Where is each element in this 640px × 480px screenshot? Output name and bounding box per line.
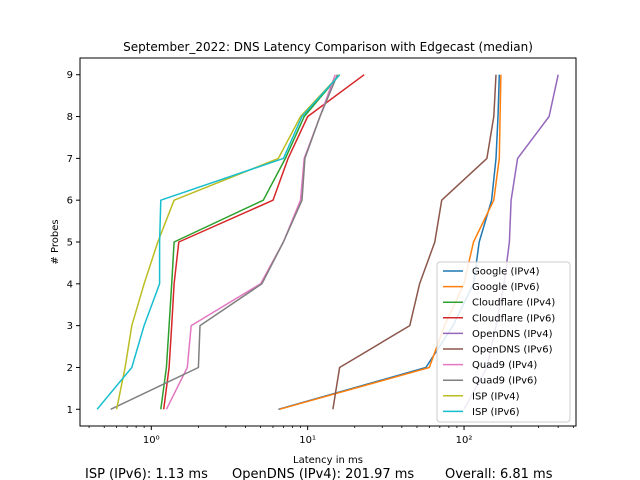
legend-entry: ISP (IPv4) [472, 391, 520, 402]
legend-entry: Cloudflare (IPv4) [472, 298, 555, 309]
y-tick-label: 9 [67, 70, 73, 81]
x-tick-label: 10² [456, 435, 473, 446]
y-tick-label: 6 [67, 196, 73, 207]
y-tick-label: 1 [67, 405, 73, 416]
footer-overall: Overall: 6.81 ms [445, 467, 553, 480]
x-axis: 10⁰ 10¹ 10² [88, 426, 574, 446]
legend-entry: OpenDNS (IPv4) [472, 329, 553, 340]
y-tick-label: 7 [67, 154, 73, 165]
footer-opendns: OpenDNS (IPv4): 201.97 ms [232, 467, 414, 480]
legend-entry: Cloudflare (IPv6) [472, 313, 555, 324]
series-line-cloudflare-ipv4 [160, 74, 341, 410]
y-tick-label: 8 [67, 112, 73, 123]
series-line-isp-ipv4 [115, 74, 341, 410]
legend-entry: Google (IPv4) [472, 267, 540, 278]
x-tick-label: 10⁰ [143, 435, 160, 446]
series-line-quad9-ipv6 [110, 74, 339, 410]
legend-entry: ISP (IPv6) [472, 407, 520, 418]
legend-entry: Quad9 (IPv6) [472, 376, 537, 387]
y-tick-label: 2 [67, 363, 73, 374]
legend-entry: OpenDNS (IPv6) [472, 345, 553, 356]
series-line-google-ipv6 [279, 74, 502, 411]
chart-title: September_2022: DNS Latency Comparison w… [123, 40, 533, 54]
y-axis: 1 2 3 4 5 6 7 8 9 [67, 70, 80, 416]
y-axis-title: # Probes [50, 219, 61, 264]
legend: Google (IPv4) Google (IPv6) Cloudflare (IP… [436, 261, 571, 423]
footer-isp: ISP (IPv6): 1.13 ms [85, 467, 208, 480]
series-layer [96, 74, 559, 411]
legend-entry: Google (IPv6) [472, 282, 540, 293]
series-line-quad9-ipv4 [165, 74, 336, 410]
series-line-opendns-ipv6 [332, 74, 497, 410]
y-tick-label: 4 [67, 279, 73, 290]
x-axis-title: Latency in ms [293, 455, 363, 466]
series-line-cloudflare-ipv6 [162, 74, 365, 410]
legend-entry: Quad9 (IPv4) [472, 360, 537, 371]
series-line-isp-ipv6 [96, 74, 341, 410]
x-tick-label: 10¹ [299, 435, 316, 446]
y-tick-label: 3 [67, 321, 73, 332]
legend-box [436, 261, 571, 423]
y-tick-label: 5 [67, 238, 73, 249]
